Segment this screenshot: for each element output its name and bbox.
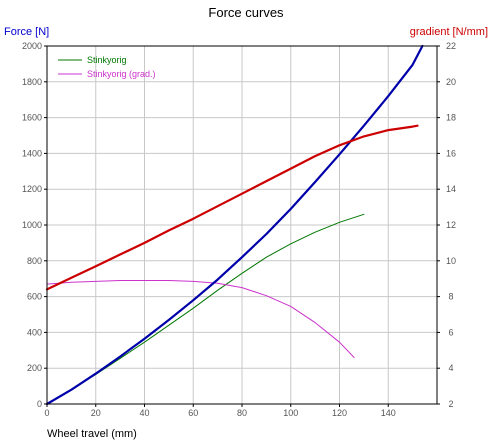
x-tick-label: 80	[237, 408, 247, 418]
y2-tick-label: 4	[448, 363, 453, 373]
series-line-3	[45, 124, 419, 291]
series-line-2	[45, 44, 424, 406]
y-tick-label: 1200	[22, 184, 42, 194]
y-axis-label: Force [N]	[4, 26, 49, 38]
y2-tick-label: 2	[448, 399, 453, 409]
y2-tick-label: 10	[446, 256, 456, 266]
x-tick-label: 0	[44, 408, 49, 418]
y2-tick-label: 12	[446, 220, 456, 230]
y-tick-label: 200	[27, 363, 42, 373]
tick-labels: 0 20 40 60 80 100 120 1400200400600800100012001…	[22, 41, 456, 418]
y2-tick-label: 14	[446, 184, 456, 194]
y-tick-label: 1000	[22, 220, 42, 230]
y-tick-label: 0	[37, 399, 42, 409]
y2-tick-label: 8	[448, 292, 453, 302]
y-tick-label: 2000	[22, 41, 42, 51]
y2-tick-label: 20	[446, 77, 456, 87]
y-tick-label: 1600	[22, 113, 42, 123]
y2-tick-label: 16	[446, 148, 456, 158]
y-tick-label: 800	[27, 256, 42, 266]
y2-axis-label: gradient [N/mm]	[410, 26, 488, 38]
y-tick-label: 1400	[22, 148, 42, 158]
y2-tick-label: 6	[448, 327, 453, 337]
legend-label-stinkyorig-grad: Stinkyorig (grad.)	[87, 69, 156, 79]
x-tick-label: 40	[139, 408, 149, 418]
x-axis-label: Wheel travel (mm)	[47, 428, 137, 440]
y2-tick-label: 22	[446, 41, 456, 51]
y-tick-label: 600	[27, 292, 42, 302]
grid	[46, 45, 437, 405]
y-tick-label: 1800	[22, 77, 42, 87]
x-tick-label: 100	[283, 408, 298, 418]
series-group	[45, 44, 424, 406]
y-tick-label: 400	[27, 327, 42, 337]
x-tick-label: 140	[381, 408, 396, 418]
legend: Stinkyorig Stinkyorig (grad.)	[58, 55, 156, 79]
x-tick-label: 120	[332, 408, 347, 418]
x-tick-label: 60	[188, 408, 198, 418]
chart-title: Force curves	[208, 5, 284, 20]
series-line-stinkyorig-grad	[46, 280, 355, 358]
y2-tick-label: 18	[446, 113, 456, 123]
legend-label-stinkyorig: Stinkyorig	[87, 55, 127, 65]
x-tick-label: 20	[91, 408, 101, 418]
